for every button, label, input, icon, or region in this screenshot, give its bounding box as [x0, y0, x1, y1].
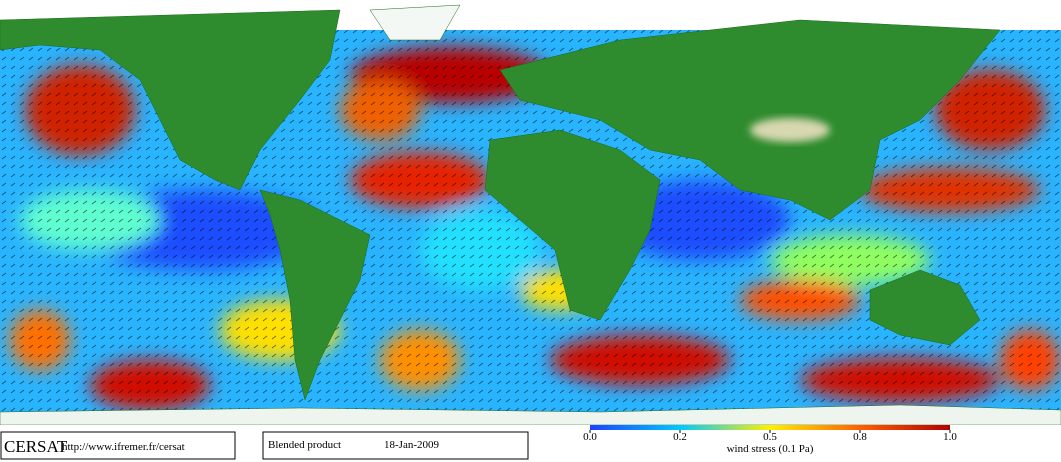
- colorbar-label: wind stress (0.1 Pa): [727, 443, 814, 455]
- url-text: http://www.ifremer.fr/cersat: [62, 441, 185, 453]
- colorbar-ramp: [590, 425, 950, 430]
- colorbar-tick-label: 1.0: [943, 431, 957, 443]
- logo-text: CERSAT: [4, 437, 68, 456]
- product-name: Blended product: [268, 439, 341, 451]
- info-panel: CERSAT http://www.ifremer.fr/cersat Blen…: [0, 425, 1061, 462]
- logo-box: [0, 431, 236, 460]
- product-date: 18-Jan-2009: [384, 439, 439, 451]
- product-box: [262, 431, 529, 460]
- land: [0, 4, 1061, 426]
- colorbar-tick-label: 0.0: [583, 431, 597, 443]
- colorbar-tick-label: 0.8: [853, 431, 867, 443]
- colorbar-tick-label: 0.2: [673, 431, 687, 443]
- colorbar: wind stress (0.1 Pa) 0.0 0.2 0.5 0.8 1.0: [583, 425, 957, 455]
- colorbar-tick-label: 0.5: [763, 431, 777, 443]
